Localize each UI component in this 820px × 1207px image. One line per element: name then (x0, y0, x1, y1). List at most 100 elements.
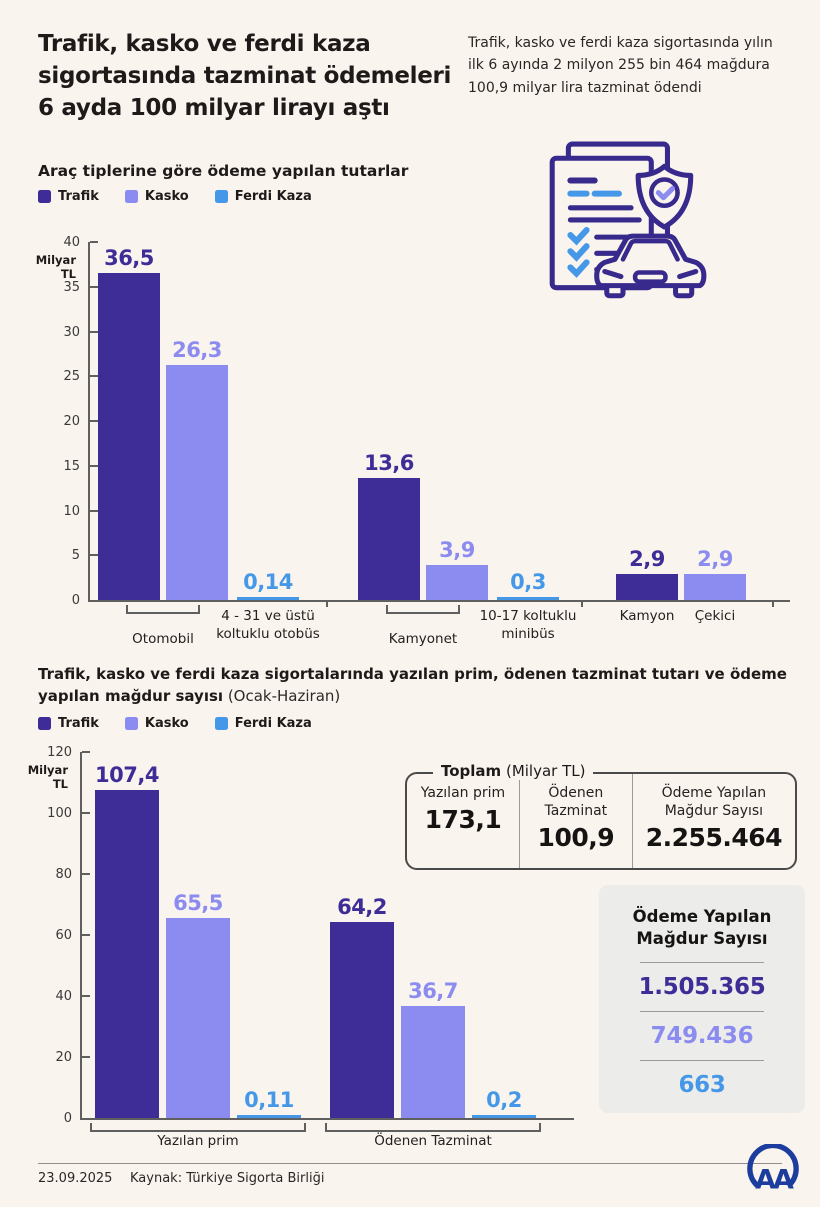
premium-compensation-bar-chart: 120 100 80 60 40 20 0 Milyar TL 107,4 65,5 0,11 Yaz… (28, 745, 574, 1149)
y-axis-unit-label: Milyar TL (35, 253, 76, 282)
bar-ferdi-kaza: 0,14 (237, 570, 299, 600)
bar-ferdi-kaza: 0,11 (237, 1088, 301, 1118)
chart1-title: Araç tiplerine göre ödeme yapılan tutarl… (38, 162, 409, 180)
legend-swatch-trafik (38, 717, 51, 730)
y-axis-tick-label: 40 (63, 235, 80, 250)
totals-box-title: Toplam (Milyar TL) (433, 762, 594, 780)
bar-trafik: 13,6 (358, 451, 420, 600)
bar-groups: 36,5 26,3 Otomobil 0,14 4 - 31 ve üstü koltu… (90, 242, 790, 647)
bar-kasko: 26,3 (166, 338, 228, 600)
totals-column-header: Ödenen Tazminat (544, 785, 608, 820)
bar-value-label: 64,2 (337, 895, 387, 920)
totals-column-header: Ödeme Yapılan Mağdur Sayısı (661, 785, 767, 820)
legend-swatch-trafik (38, 190, 51, 203)
bar-value-label: 2,9 (629, 547, 665, 572)
y-axis-tick-label: 0 (63, 1111, 72, 1126)
y-axis-tick (82, 1056, 90, 1059)
category-label: Çekici (694, 608, 736, 624)
y-axis-tick (82, 873, 90, 876)
x-axis-tick (326, 600, 328, 607)
bar-kasko: 65,5 (166, 891, 230, 1118)
bar-group-ekici: 2,9 Çekici (684, 242, 746, 624)
y-axis-tick-label: 0 (71, 593, 80, 608)
totals-box-title-suffix: (Milyar TL) (505, 762, 586, 780)
svg-text:AA: AA (755, 1164, 794, 1195)
category-label: Kamyon (619, 608, 675, 624)
y-axis-tick (82, 751, 90, 753)
y-axis-tick-label: 30 (63, 324, 80, 340)
totals-column-value: 173,1 (424, 805, 502, 835)
y-axis-tick-label: 15 (63, 458, 80, 474)
bar-value-label: 2,9 (697, 547, 733, 572)
chart2-title: Trafik, kasko ve ferdi kaza sigortaların… (38, 664, 810, 708)
y-axis-tick-label: 25 (63, 369, 80, 385)
category-label: 4 - 31 ve üstü koltuklu otobüs (216, 608, 320, 643)
y-axis-tick-label: 60 (55, 928, 72, 943)
legend-label: Kasko (144, 189, 189, 204)
bar-value-label: 0,2 (486, 1088, 522, 1112)
bar-ferdi-kaza: 0,2 (472, 1088, 536, 1118)
bar-group-4-31-ve-st: 0,14 4 - 31 ve üstü koltuklu otobüs (216, 242, 320, 642)
category-label: Kamyonet (388, 631, 458, 647)
x-axis-tick (581, 600, 583, 607)
y-axis-tick-label: 5 (71, 548, 80, 564)
bar-value-label: 36,7 (408, 979, 458, 1004)
victims-divider (640, 1059, 764, 1061)
bar-groups: 107,4 65,5 0,11 Yazılan prim 64,2 36,7 0,2 Öden… (82, 752, 574, 1149)
bar-trafik: 2,9 (616, 547, 678, 600)
bar-ferdi-kaza: 0,3 (497, 570, 559, 600)
totals-column-value: 100,9 (537, 823, 615, 853)
bar-value-label: 0,14 (243, 570, 293, 594)
bar-value-label: 0,3 (510, 570, 546, 594)
y-axis-tick-label: 35 (63, 279, 80, 295)
bar-group-10-17-koltuklu: 0,3 10-17 koltuklu minibüs (480, 242, 577, 642)
y-axis-tick (82, 934, 90, 936)
legend-label: Kasko (144, 716, 189, 731)
footer-source: Kaynak: Türkiye Sigorta Birliği (130, 1171, 325, 1186)
legend-label: Ferdi Kaza (234, 189, 312, 204)
y-axis-tick-label: 40 (55, 989, 72, 1005)
bar-group-kamyonet: 13,6 3,9 Kamyonet (358, 242, 488, 647)
chart1-legend: Trafik Kasko Ferdi Kaza (38, 189, 312, 204)
footer-date: 23.09.2025 (38, 1171, 113, 1186)
vehicle-type-bar-chart: 40 35 30 25 20 15 10 5 0 Milyar TL 36,5 26,3 Otomobi… (36, 235, 790, 647)
y-axis-tick (90, 241, 98, 243)
y-axis-tick-label: 10 (63, 503, 80, 519)
totals-columns: Yazılan prim 173,1 Ödenen Tazminat 100,9 Öde… (407, 774, 795, 868)
bar-trafik: 36,5 (98, 246, 160, 600)
totals-column-value: 2.255.464 (645, 823, 783, 853)
legend-swatch-kasko (124, 717, 138, 730)
y-axis-tick-label: 20 (55, 1050, 72, 1066)
chart2-title-suffix: (Ocak-Haziran) (223, 686, 341, 705)
category-bracket (386, 605, 460, 614)
insurance-policy-shield-car-icon (534, 136, 716, 318)
victims-count-kasko: 749.436 (650, 1022, 754, 1049)
legend-label: Trafik (58, 189, 99, 204)
totals-column-denen-tazminat: Ödenen Tazminat 100,9 (518, 774, 632, 868)
anadolu-agency-logo: AA (744, 1142, 802, 1198)
legend-swatch-kasko (124, 190, 138, 203)
legend-swatch-ferdi-kaza (214, 717, 228, 730)
category-bracket (325, 1123, 541, 1132)
bar-kasko: 3,9 (426, 538, 488, 600)
bar-group-otomobil: 36,5 26,3 Otomobil (98, 242, 228, 647)
summary-text: Trafik, kasko ve ferdi kaza sigortasında… (468, 35, 773, 96)
y-axis-tick (82, 995, 90, 998)
bar-value-label: 3,9 (439, 538, 475, 563)
category-bracket (90, 1123, 306, 1132)
victims-count-trafik: 1.505.365 (638, 973, 766, 1000)
legend-swatch-ferdi-kaza (214, 190, 228, 203)
bar-value-label: 13,6 (364, 451, 414, 476)
category-bracket (126, 605, 200, 614)
y-axis-tick (90, 554, 98, 557)
legend-label: Trafik (58, 716, 99, 731)
bar-trafik: 107,4 (95, 763, 159, 1118)
category-label: Otomobil (132, 631, 194, 647)
paid-victims-rows: 1.505.365 749.436 663 (599, 961, 805, 1098)
bar-kasko: 36,7 (401, 979, 465, 1118)
bar-group-denen-tazminat: 64,2 36,7 0,2 Ödenen Tazminat (325, 752, 541, 1149)
y-axis-tick (90, 464, 98, 467)
bar-group-yaz-lan-prim: 107,4 65,5 0,11 Yazılan prim (90, 752, 306, 1149)
y-axis-tick-label: 20 (63, 414, 80, 429)
